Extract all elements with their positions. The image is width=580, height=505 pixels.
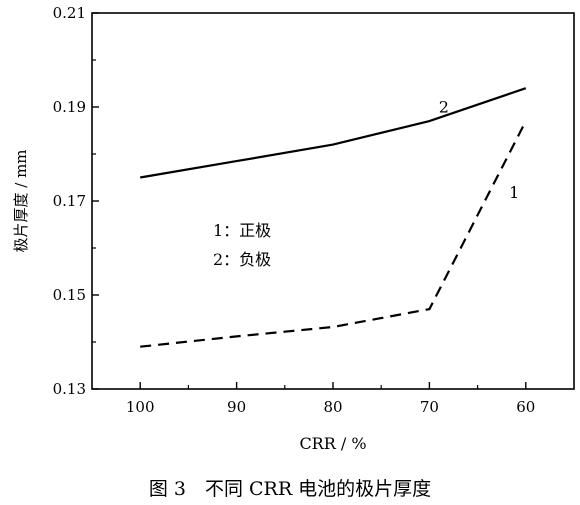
x-tick-label: 80 (323, 398, 342, 416)
x-tick-label: 100 (126, 398, 155, 416)
y-tick-label: 0.19 (53, 98, 86, 116)
legend-entry: 2：负极 (213, 250, 271, 269)
y-tick-label: 0.21 (53, 4, 86, 22)
series-1-line (140, 120, 527, 348)
series-2-label: 2 (439, 98, 449, 117)
series-1-label: 1 (509, 183, 519, 202)
series-2-line (140, 87, 527, 179)
y-tick-label: 0.13 (53, 380, 86, 398)
y-axis-label: 极片厚度 / mm (12, 149, 30, 252)
axis-ticks: 0.13 0.15 0.17 0.19 0.21 100 90 80 70 60 (53, 4, 536, 416)
y-tick-label: 0.17 (53, 192, 86, 210)
x-tick-label: 90 (227, 398, 246, 416)
x-tick-label: 70 (420, 398, 439, 416)
legend: 1：正极 2：负极 (213, 221, 271, 269)
series-group: 12 (140, 87, 527, 348)
legend-entry: 1：正极 (213, 221, 271, 240)
plot-frame (91, 12, 575, 390)
y-tick-label: 0.15 (53, 286, 86, 304)
x-axis-label: CRR / % (299, 434, 366, 453)
figure-caption: 图 3 不同 CRR 电池的极片厚度 (148, 478, 432, 500)
x-tick-label: 60 (516, 398, 535, 416)
